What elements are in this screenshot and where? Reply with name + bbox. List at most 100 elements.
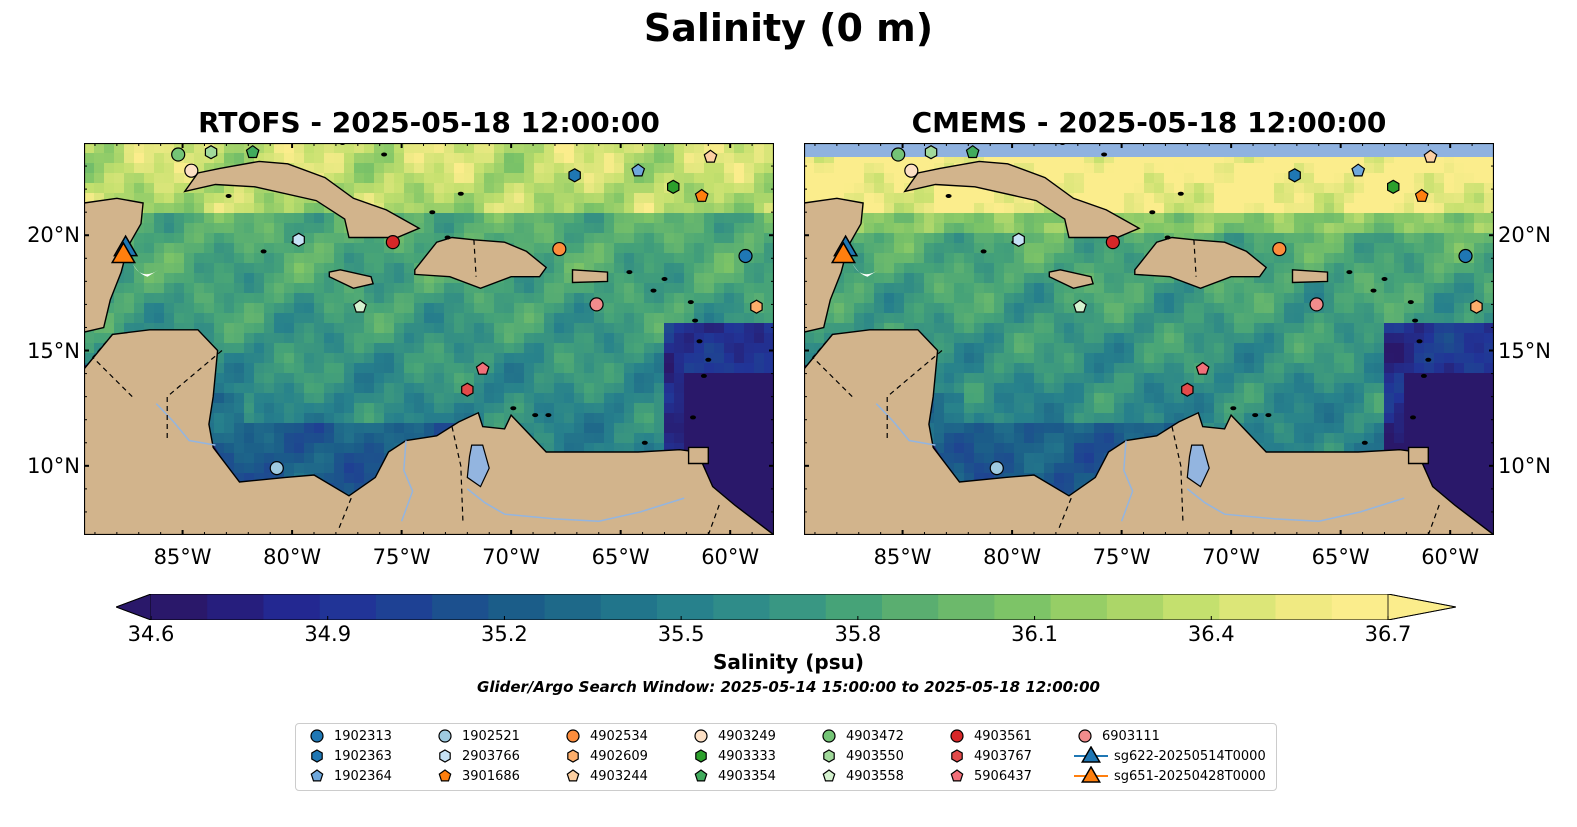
- float-marker-4903333: [666, 179, 680, 194]
- colorbar-segment: [1050, 594, 1108, 620]
- river-3: [875, 403, 936, 446]
- map-panel-cmems: [804, 143, 1494, 535]
- legend-marker-pentagon-icon: [950, 769, 964, 782]
- float-marker-4903558: [353, 299, 367, 313]
- small-island: [692, 318, 699, 323]
- small-island: [1230, 406, 1237, 411]
- lat-tick-label-left: 20°N: [27, 223, 80, 248]
- small-island: [444, 235, 451, 240]
- legend-item-3901686: 3901686: [434, 766, 520, 786]
- land-cuba: [903, 160, 1141, 239]
- small-island: [980, 249, 987, 254]
- legend-label: 1902363: [334, 748, 392, 764]
- legend-item-4903249: 4903249: [690, 726, 776, 746]
- small-island: [1381, 277, 1388, 281]
- float-marker-4902609: [1470, 299, 1483, 314]
- legend-float-icon: [694, 729, 708, 743]
- colorbar-segment: [207, 594, 264, 620]
- legend-label: 4903472: [846, 728, 904, 744]
- map-panel-rtofs: [84, 143, 774, 535]
- lon-tick-label: 60°W: [1421, 545, 1480, 569]
- colorbar-segment: [600, 594, 658, 620]
- float-marker-5906437: [1195, 361, 1210, 375]
- legend-item-1902313: 1902313: [306, 726, 392, 746]
- small-island: [696, 339, 703, 344]
- legend-float-icon: [311, 749, 323, 763]
- float-marker-4903558: [1073, 299, 1087, 313]
- colorbar-segment: [151, 594, 208, 620]
- colorbar-segment: [263, 594, 321, 620]
- colorbar-segment: [1275, 594, 1333, 620]
- colorbar-tick-label: 36.7: [1364, 622, 1412, 646]
- legend-marker-hexagon-icon: [695, 749, 707, 763]
- land-jamaica: [328, 269, 374, 290]
- legend-label: 4902609: [590, 748, 648, 764]
- legend-marker-hexagon-icon: [439, 749, 451, 763]
- lat-tick-label-right: 20°N: [1498, 223, 1551, 248]
- colorbar-segment: [825, 594, 883, 620]
- small-island: [1425, 357, 1432, 362]
- legend-marker-pentagon-icon: [438, 769, 452, 782]
- colorbar-tick-label: 34.6: [127, 622, 175, 646]
- legend-item-4903354: 4903354: [690, 766, 776, 786]
- small-island: [1420, 373, 1427, 378]
- legend-label: 4903558: [846, 768, 904, 784]
- legend-float-icon: [951, 749, 963, 763]
- country-border-2: [1171, 426, 1184, 524]
- legend-glider-icon: [1080, 746, 1102, 763]
- legend-marker-triangle-icon: [1074, 746, 1108, 763]
- country-border-5: [337, 497, 352, 531]
- legend-label: 4902534: [590, 728, 648, 744]
- land-hispaniola: [1134, 236, 1268, 290]
- small-island: [705, 357, 712, 362]
- small-island: [626, 270, 633, 275]
- lat-tick-label-left: 15°N: [27, 338, 80, 363]
- legend-item-1902364: 1902364: [306, 766, 392, 786]
- float-marker-4903354: [965, 144, 980, 159]
- country-border-2: [451, 426, 464, 524]
- land-puerto-rico: [1291, 269, 1329, 284]
- legend-marker-circle-icon: [694, 729, 708, 743]
- legend-label: sg651-20250428T0000: [1114, 768, 1266, 784]
- legend-glider-icon: [1080, 766, 1102, 783]
- search-window-note: Glider/Argo Search Window: 2025-05-14 15…: [477, 678, 1100, 696]
- salinity-colorbar: [116, 594, 1456, 620]
- legend-label: 4903249: [718, 728, 776, 744]
- legend-item-4903472: 4903472: [818, 726, 904, 746]
- land-hispaniola: [414, 236, 548, 290]
- legend-item-4903333: 4903333: [690, 746, 776, 766]
- legend-float-icon: [695, 749, 707, 763]
- float-marker-4903333: [1386, 179, 1400, 194]
- legend-marker-circle-icon: [310, 729, 324, 743]
- lon-tick-label: 70°W: [1202, 545, 1261, 569]
- legend-float-icon: [439, 749, 451, 763]
- legend-marker-hexagon-icon: [311, 749, 323, 763]
- colorbar-segment: [488, 594, 546, 620]
- float-marker-1902313: [738, 248, 753, 264]
- legend-item-2903766: 2903766: [434, 746, 520, 766]
- lake-maracaibo: [1186, 444, 1210, 488]
- float-marker-4902534: [552, 241, 567, 257]
- small-island: [661, 277, 668, 281]
- map-frame: [84, 143, 774, 535]
- country-border-5: [1057, 497, 1072, 531]
- legend-label: 4903244: [590, 768, 648, 784]
- lat-tick-label-right: 15°N: [1498, 338, 1551, 363]
- legend-marker-circle-icon: [822, 729, 836, 743]
- lon-tick-label: 75°W: [1092, 545, 1151, 569]
- small-island: [1252, 413, 1259, 418]
- map-frame: [804, 143, 1494, 535]
- float-marker-4903550: [204, 145, 218, 160]
- glider-track-mask: [132, 262, 159, 277]
- panel-title-cmems: CMEMS - 2025-05-18 12:00:00: [911, 106, 1387, 139]
- small-island: [457, 191, 464, 196]
- legend-marker-circle-icon: [950, 729, 964, 743]
- small-island: [690, 415, 696, 420]
- legend-label: 5906437: [974, 768, 1032, 784]
- small-island: [545, 413, 552, 418]
- small-island: [260, 249, 267, 254]
- float-marker-4903472: [891, 147, 906, 162]
- colorbar-tick-label: 35.8: [834, 622, 882, 646]
- legend-float-icon: [823, 749, 835, 763]
- small-island: [225, 194, 232, 198]
